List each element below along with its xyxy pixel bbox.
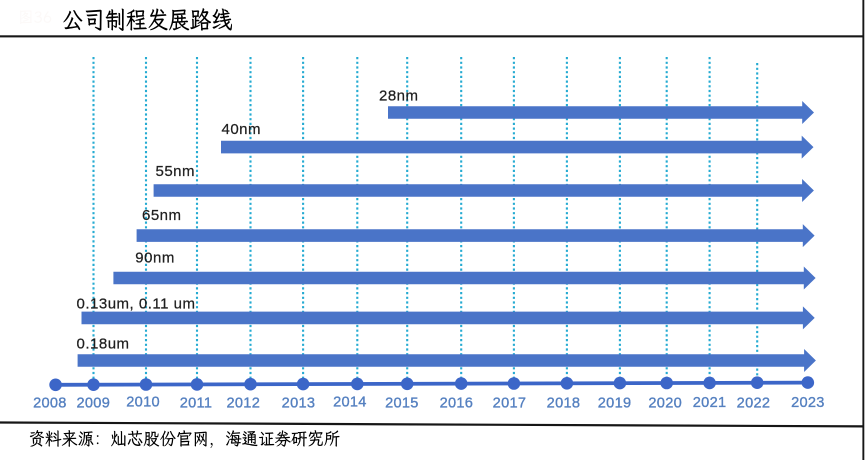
svg-text:2010: 2010 [126,394,160,410]
svg-text:40nm: 40nm [222,121,262,138]
svg-text:2019: 2019 [598,395,632,411]
svg-text:28nm: 28nm [379,88,419,105]
svg-text:2017: 2017 [493,395,527,411]
svg-text:2014: 2014 [333,394,367,410]
svg-text:55nm: 55nm [156,163,196,180]
svg-text:90nm: 90nm [135,249,175,266]
svg-text:2022: 2022 [737,395,771,411]
svg-text:2018: 2018 [547,395,581,411]
svg-text:2011: 2011 [180,395,213,411]
svg-text:2016: 2016 [440,395,474,411]
svg-text:0.13um, 0.11 um: 0.13um, 0.11 um [77,295,196,312]
svg-text:2015: 2015 [385,395,419,411]
svg-text:65nm: 65nm [142,207,182,224]
svg-text:2021: 2021 [693,395,727,411]
svg-text:2013: 2013 [282,395,316,411]
svg-text:2023: 2023 [791,395,825,411]
svg-text:2020: 2020 [648,395,682,411]
svg-text:2009: 2009 [76,395,110,411]
svg-text:0.18um: 0.18um [77,335,130,352]
svg-text:2012: 2012 [226,395,260,411]
svg-text:2008: 2008 [33,395,67,411]
